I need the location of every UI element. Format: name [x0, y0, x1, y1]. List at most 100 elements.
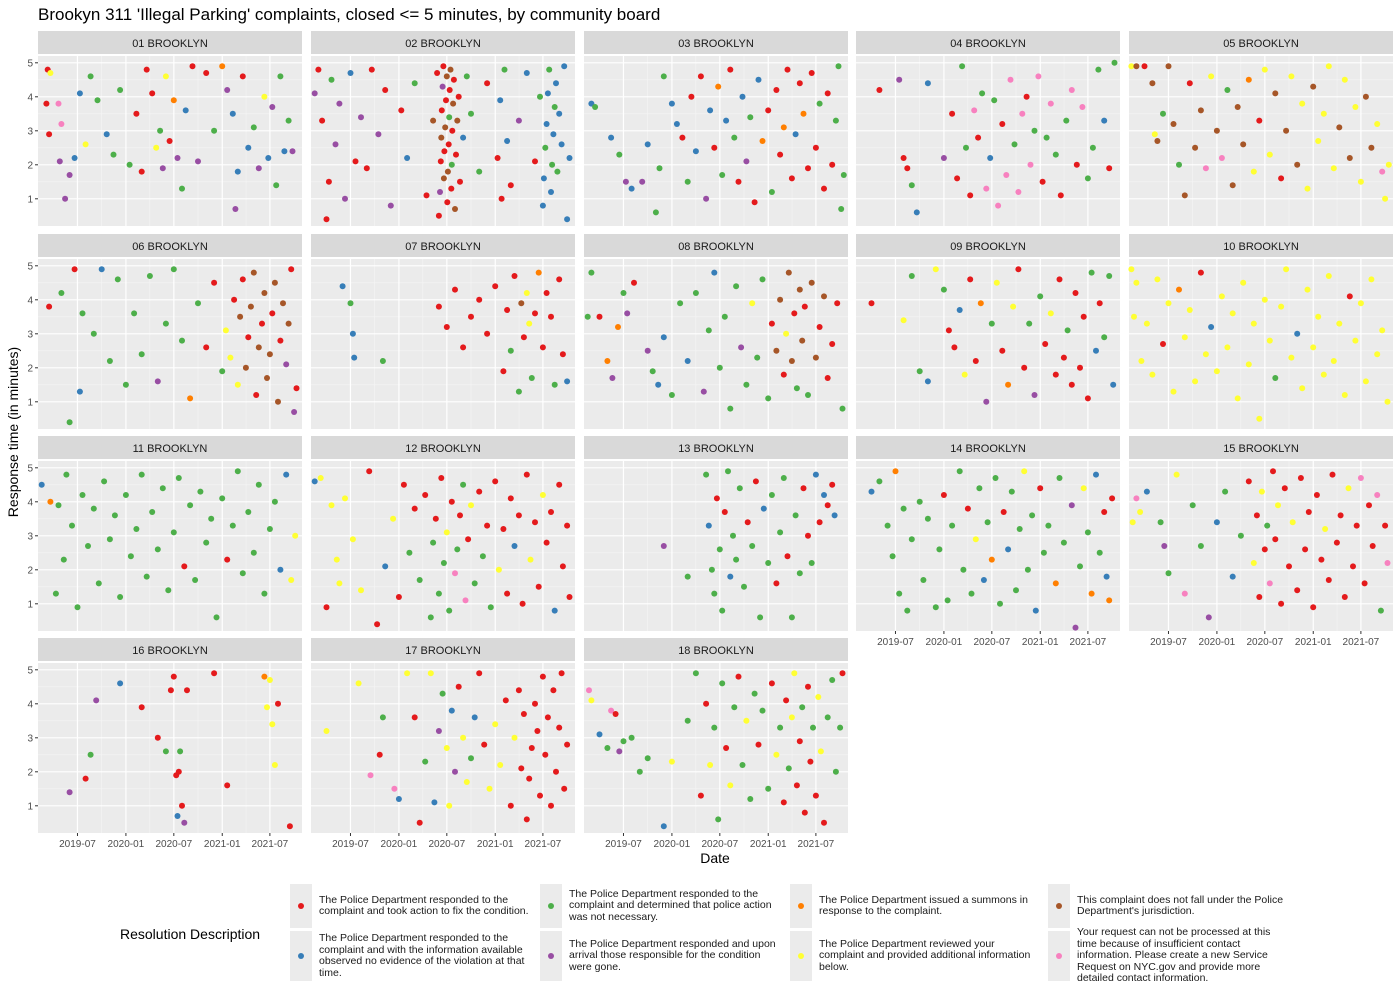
facet-panel: 09 BROOKLYN: [856, 234, 1120, 429]
data-point: [452, 570, 458, 577]
facet-panel: 13 BROOKLYN: [584, 436, 848, 631]
data-point: [559, 563, 566, 570]
data-point: [1382, 522, 1389, 529]
data-point: [138, 351, 145, 358]
data-point: [731, 134, 738, 141]
data-point: [721, 313, 728, 320]
data-point: [492, 478, 499, 485]
facet-strip-label: 12 BROOKLYN: [405, 443, 481, 455]
data-point: [187, 502, 194, 509]
data-point: [999, 121, 1006, 127]
data-point: [968, 590, 975, 597]
data-point: [697, 792, 704, 799]
data-point: [743, 717, 750, 724]
data-point: [74, 604, 81, 611]
data-point: [561, 785, 568, 792]
data-point: [149, 90, 156, 97]
data-point: [752, 478, 759, 485]
data-point: [805, 532, 811, 539]
data-point: [486, 785, 493, 792]
panel-background: [1129, 56, 1393, 226]
data-point: [554, 168, 561, 175]
data-point: [711, 269, 718, 276]
data-point: [154, 378, 161, 385]
data-point: [543, 539, 550, 546]
data-point: [660, 823, 667, 830]
data-point: [442, 124, 449, 131]
data-point: [920, 577, 927, 583]
data-point: [460, 481, 467, 488]
legend-key: [540, 884, 562, 928]
y-tick-label: 1: [27, 599, 33, 610]
data-point: [715, 816, 722, 823]
data-point: [219, 495, 226, 502]
data-point: [1040, 549, 1047, 556]
data-point: [1154, 276, 1161, 283]
data-point: [1052, 580, 1059, 587]
data-point: [374, 621, 381, 628]
data-point: [1047, 100, 1054, 107]
data-point: [237, 313, 244, 320]
data-point: [1129, 519, 1136, 526]
panel-background: [856, 56, 1120, 226]
data-point: [805, 165, 811, 172]
data-point: [250, 269, 257, 276]
data-point: [932, 604, 939, 611]
data-point: [153, 144, 160, 151]
legend-label: The Police Department responded to the c…: [319, 893, 529, 917]
data-point: [358, 587, 364, 594]
data-point: [660, 543, 667, 549]
y-tick-label: 2: [27, 363, 33, 374]
data-point: [743, 158, 750, 165]
data-point: [311, 90, 318, 97]
data-point: [349, 330, 356, 337]
data-point: [325, 178, 332, 185]
facet-strip-label: 05 BROOKLYN: [1223, 38, 1299, 50]
data-point: [1084, 395, 1091, 402]
data-point: [808, 70, 815, 76]
data-point: [1154, 138, 1161, 144]
data-point: [1320, 110, 1327, 117]
data-point: [876, 87, 883, 93]
data-point: [1072, 290, 1079, 296]
data-point: [507, 182, 514, 189]
data-point: [784, 553, 791, 560]
data-point: [1008, 488, 1015, 495]
data-point: [189, 63, 196, 70]
data-point: [56, 158, 63, 165]
data-point: [697, 73, 704, 80]
data-point: [837, 724, 844, 731]
data-point: [495, 566, 502, 573]
facet-panel: 12 BROOKLYN: [311, 436, 575, 631]
data-point: [644, 755, 651, 762]
x-tick-label: 2019-07: [605, 839, 642, 850]
data-point: [76, 388, 83, 395]
data-point: [924, 80, 931, 87]
facet-strip-label: 07 BROOKLYN: [405, 241, 481, 253]
data-point: [398, 107, 405, 114]
data-point: [143, 573, 150, 580]
data-point: [261, 590, 268, 597]
data-point: [476, 670, 483, 677]
legend-label: This complaint does not fall under the P…: [1077, 893, 1284, 917]
data-point: [960, 566, 967, 573]
data-point: [411, 80, 418, 87]
data-point: [261, 673, 268, 680]
data-point: [434, 70, 441, 76]
data-point: [319, 117, 326, 124]
facet-panel: 14 BROOKLYN 2019-07 2020-01 2020-07 2021-01 2…: [856, 436, 1120, 648]
data-point: [440, 63, 447, 70]
legend-item: The Police Department responded and upon…: [540, 930, 790, 982]
data-point: [1289, 519, 1296, 526]
data-point: [245, 334, 252, 341]
data-point: [289, 148, 296, 155]
data-point: [239, 73, 246, 80]
legend-swatch: [1056, 903, 1062, 909]
data-point: [1341, 594, 1348, 600]
data-point: [1128, 63, 1135, 70]
data-point: [453, 151, 459, 158]
data-point: [808, 279, 815, 286]
data-point: [283, 471, 290, 478]
data-point: [784, 66, 791, 73]
data-point: [448, 161, 455, 168]
